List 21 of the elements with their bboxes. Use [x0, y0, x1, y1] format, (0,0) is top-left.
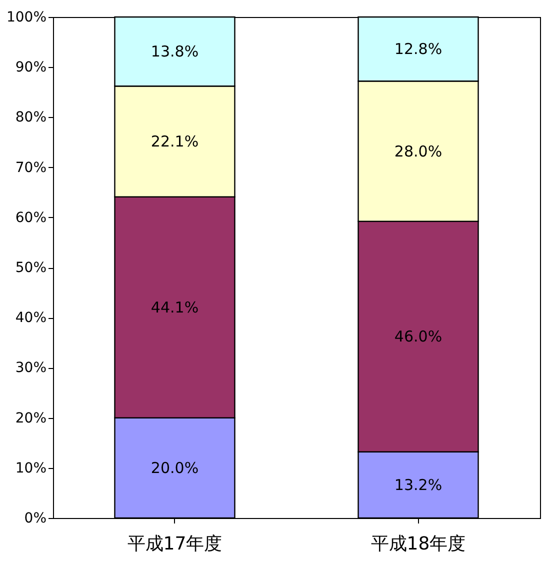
y-tick-label: 50%	[15, 260, 46, 276]
y-tick-label: 40%	[15, 310, 46, 326]
data-label: 20.0%	[150, 458, 199, 477]
data-label: 44.1%	[150, 298, 199, 316]
y-tick-label: 60%	[15, 210, 46, 226]
y-tick-label: 0%	[24, 510, 46, 526]
y-tick-label: 20%	[15, 410, 46, 426]
x-tick-label: 平成18年度	[370, 534, 466, 554]
data-label: 28.0%	[394, 142, 442, 160]
y-tick-label: 80%	[15, 110, 46, 126]
y-tick-label: 30%	[15, 360, 46, 376]
data-label: 46.0%	[394, 328, 442, 346]
x-tick-label: 平成17年度	[127, 534, 222, 554]
data-label: 12.8%	[394, 40, 442, 58]
y-tick-label: 90%	[15, 60, 46, 76]
y-tick-label: 70%	[15, 160, 46, 176]
data-label: 13.8%	[150, 42, 199, 61]
y-tick-label: 10%	[15, 460, 46, 476]
data-label: 13.2%	[394, 476, 442, 494]
y-tick-label: 100%	[6, 10, 46, 26]
data-label: 22.1%	[150, 132, 199, 150]
